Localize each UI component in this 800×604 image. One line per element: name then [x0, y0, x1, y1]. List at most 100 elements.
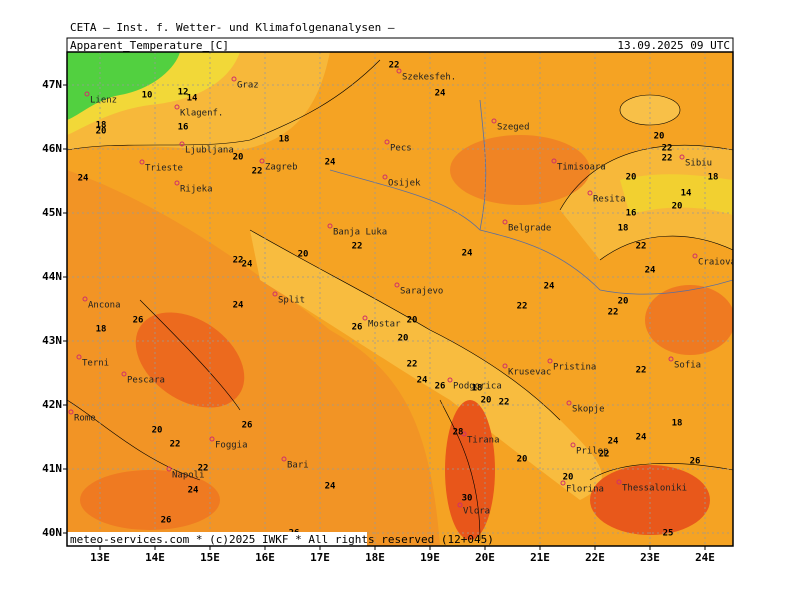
city-name: Klagenf. — [180, 109, 223, 119]
city-marker — [396, 68, 402, 74]
contour-label: 18 — [96, 325, 107, 335]
city-marker — [551, 158, 557, 164]
contour-label: 10 — [142, 91, 153, 101]
city-name: Trieste — [145, 164, 183, 174]
contour-label: 26 — [133, 316, 144, 326]
lat-label: 46N — [42, 142, 62, 155]
lat-label: 42N — [42, 398, 62, 411]
city-marker — [570, 442, 576, 448]
contour-label: 22 — [662, 154, 673, 164]
city-name: Resita — [593, 195, 626, 205]
city-marker — [384, 139, 390, 145]
contour-label: 18 — [96, 121, 107, 131]
city-name: Bari — [287, 461, 309, 471]
contour-label: 22 — [662, 144, 673, 154]
contour-label: 26 — [690, 457, 701, 467]
city-marker — [502, 219, 508, 225]
contour-label: 22 — [170, 440, 181, 450]
city-name: Vlora — [463, 507, 490, 517]
contour-label: 20 — [672, 202, 683, 212]
city-name: Mostar — [368, 320, 401, 330]
contour-label: 24 — [233, 301, 244, 311]
city-marker — [76, 354, 82, 360]
city-name: Pristina — [553, 363, 596, 373]
city-name: Rijeka — [180, 185, 213, 195]
contour-label: 16 — [626, 209, 637, 219]
contour-label: 18 — [618, 224, 629, 234]
city-name: Graz — [237, 81, 259, 91]
lat-label: 47N — [42, 78, 62, 91]
city-name: Krusevac — [508, 368, 551, 378]
city-name: Banja Luka — [333, 228, 387, 238]
map-frame — [66, 51, 734, 547]
city-marker — [587, 190, 593, 196]
contour-label: 24 — [325, 158, 336, 168]
contour-label: 12 — [178, 88, 189, 98]
city-marker — [382, 174, 388, 180]
contour-label: 20 — [626, 173, 637, 183]
city-name: Rome — [74, 414, 96, 424]
lat-label: 44N — [42, 270, 62, 283]
city-marker — [174, 104, 180, 110]
variable: Apparent_Temperature_[C] — [70, 39, 229, 52]
city-name: Foggia — [215, 441, 248, 451]
city-name: Podgorica — [453, 382, 502, 392]
contour-label: 20 — [481, 396, 492, 406]
contour-label: 20 — [398, 334, 409, 344]
contour-label: 20 — [298, 250, 309, 260]
contour-label: 24 — [325, 482, 336, 492]
lon-label: 19E — [420, 551, 440, 564]
lat-label: 45N — [42, 206, 62, 219]
city-name: Timisoara — [557, 163, 606, 173]
contour-label: 30 — [462, 494, 473, 504]
city-marker — [82, 296, 88, 302]
contour-label: 18 — [472, 384, 483, 394]
city-name: Pecs — [390, 144, 412, 154]
city-marker — [547, 358, 553, 364]
city-marker — [121, 371, 127, 377]
lon-label: 13E — [90, 551, 110, 564]
contour-label: 22 — [636, 366, 647, 376]
lon-label: 18E — [365, 551, 385, 564]
city-marker — [394, 282, 400, 288]
contour-label: 26 — [435, 382, 446, 392]
city-marker — [174, 180, 180, 186]
contour-label: 22 — [608, 308, 619, 318]
lon-label: 14E — [145, 551, 165, 564]
contour-label: 22 — [599, 450, 610, 460]
lon-label: 23E — [640, 551, 660, 564]
contour-label: 26 — [352, 323, 363, 333]
city-marker — [68, 409, 74, 415]
city-name: Ljubljana — [185, 146, 234, 156]
contour-label: 14 — [681, 189, 692, 199]
contour-label: 24 — [188, 486, 199, 496]
city-name: Belgrade — [508, 224, 551, 234]
contour-label: 20 — [517, 455, 528, 465]
city-marker — [566, 400, 572, 406]
field: Graz Lienz Klagenf. Ljubljana Zagreb Trieste R… — [67, 52, 736, 546]
contour-label: 24 — [645, 266, 656, 276]
contour-label: 24 — [242, 260, 253, 270]
lon-label: 17E — [310, 551, 330, 564]
lat-label: 41N — [42, 462, 62, 475]
contour-label: 24 — [636, 433, 647, 443]
contour-label: 24 — [544, 282, 555, 292]
contour-label: 22 — [198, 464, 209, 474]
city-marker — [668, 356, 674, 362]
contour-label: 20 — [618, 297, 629, 307]
lon-label: 24E — [695, 551, 715, 564]
contour-label: 16 — [178, 123, 189, 133]
lon-label: 20E — [475, 551, 495, 564]
city-marker — [84, 91, 90, 97]
city-name: Sarajevo — [400, 287, 443, 297]
city-marker — [209, 436, 215, 442]
institute: CETA — Inst. f. Wetter- und Klimafolgena… — [70, 21, 395, 34]
city-name: Craiova — [698, 258, 736, 268]
contour-label: 24 — [462, 249, 473, 259]
city-marker — [179, 141, 185, 147]
contour-label: 24 — [417, 376, 428, 386]
footer: meteo-services.com * (c)2025 IWKF * All … — [70, 533, 494, 546]
contour-label: 18 — [708, 173, 719, 183]
contour-label: 22 — [389, 61, 400, 71]
contour-label: 20 — [233, 153, 244, 163]
